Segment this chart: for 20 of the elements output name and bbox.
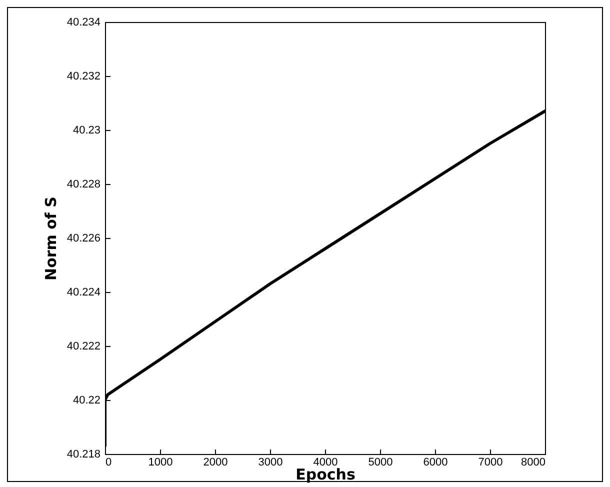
y-tick-label: 40.226 xyxy=(66,232,100,244)
x-tick-label: 3000 xyxy=(258,456,283,468)
y-tick-label: 40.234 xyxy=(66,16,100,28)
x-tick-label: 2000 xyxy=(203,456,228,468)
y-tick-label: 40.232 xyxy=(66,70,100,82)
x-tick-label: 5000 xyxy=(368,456,393,468)
x-tick-label: 4000 xyxy=(313,456,338,468)
y-tick-label: 40.22 xyxy=(72,394,100,406)
x-tick-label: 7000 xyxy=(478,456,503,468)
y-tick-label: 40.222 xyxy=(66,340,100,352)
x-tick-label: 8000 xyxy=(521,456,546,468)
y-tick-label: 40.23 xyxy=(72,124,100,136)
y-tick-label: 40.218 xyxy=(66,448,100,460)
x-tick-label: 0 xyxy=(106,456,112,468)
y-tick-label: 40.224 xyxy=(66,286,100,298)
x-tick-label: 1000 xyxy=(148,456,173,468)
x-axis-title: Epochs xyxy=(296,466,356,484)
y-tick-label: 40.228 xyxy=(66,178,100,190)
y-axis-title: Norm of S xyxy=(42,196,60,280)
x-tick-label: 6000 xyxy=(423,456,448,468)
